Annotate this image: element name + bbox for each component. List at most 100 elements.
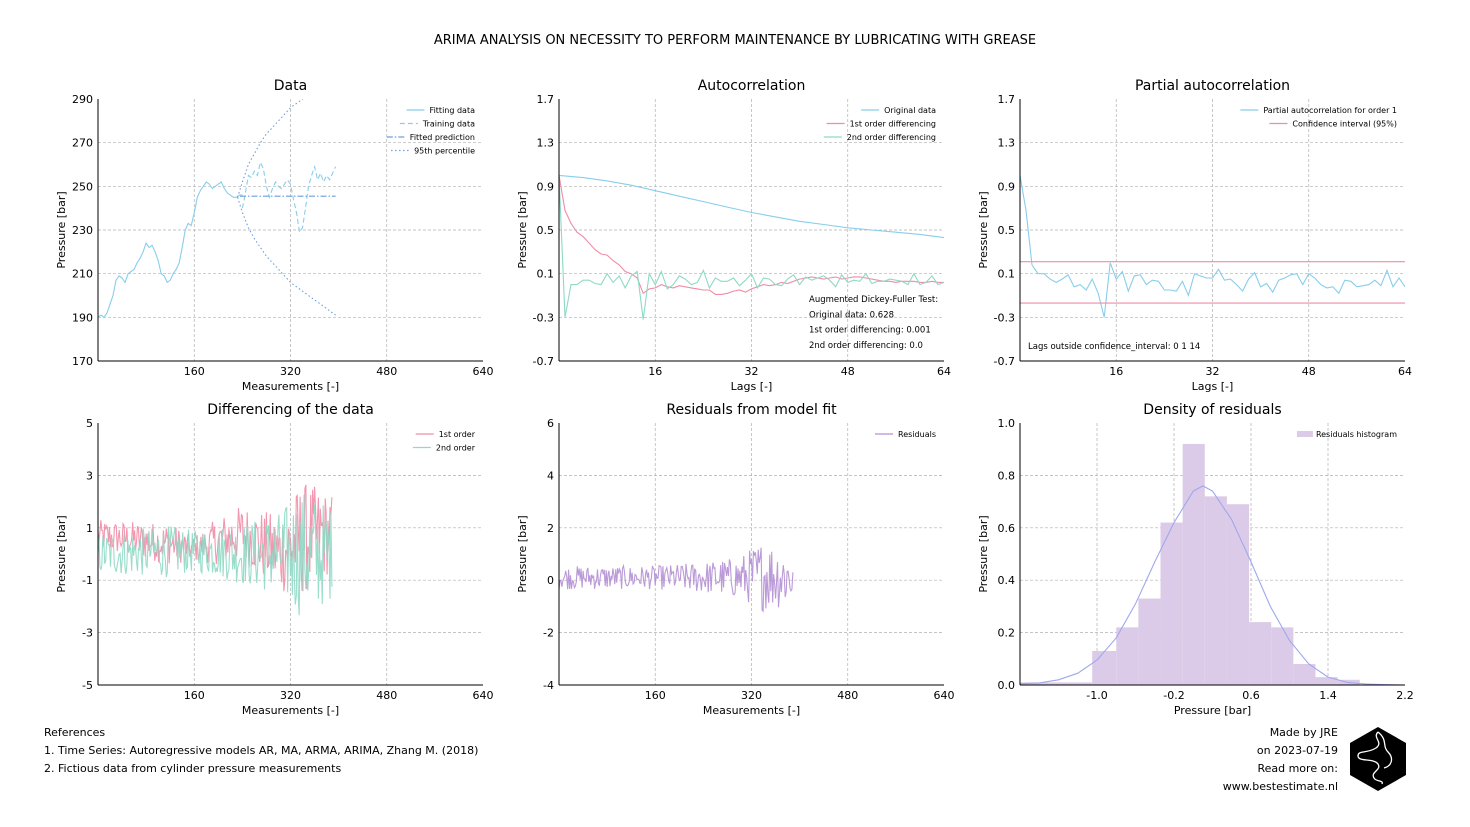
x-tick-label: 48 bbox=[1302, 365, 1316, 378]
chart-data-layer bbox=[559, 174, 944, 320]
chart-title: Density of residuals bbox=[1143, 402, 1281, 418]
series-line bbox=[241, 160, 337, 234]
y-tick-label: 2 bbox=[547, 522, 554, 535]
chart-annotation: Original data: 0.628 bbox=[809, 310, 894, 320]
y-axis-label: Pressure [bar] bbox=[55, 515, 68, 592]
chart-data-layer bbox=[1020, 443, 1405, 685]
y-tick-label: 0.2 bbox=[998, 627, 1016, 640]
y-tick-label: -0.7 bbox=[533, 355, 554, 368]
y-tick-label: -4 bbox=[543, 679, 554, 692]
legend-label: 1st order differencing bbox=[850, 120, 936, 129]
chart-panel: 16 32 48 64 -0.7 -0.3 0.1 0.5 0.9 1.3 1.7 Partial a… bbox=[977, 78, 1412, 393]
y-axis-label: Pressure [bar] bbox=[977, 515, 990, 592]
credits-date: on 2023-07-19 bbox=[1256, 744, 1338, 757]
chart-legend: Residuals bbox=[875, 430, 936, 439]
y-tick-label: 0.5 bbox=[537, 224, 555, 237]
series-line bbox=[237, 99, 304, 198]
y-tick-label: 170 bbox=[72, 355, 93, 368]
x-tick-label: 32 bbox=[745, 365, 759, 378]
legend-label: Residuals bbox=[898, 430, 936, 439]
chart-data-layer bbox=[559, 547, 794, 613]
histogram-bar bbox=[1293, 664, 1316, 685]
reference-item: 1. Time Series: Autoregressive models AR… bbox=[44, 744, 479, 757]
legend-label: Partial autocorrelation for order 1 bbox=[1263, 106, 1397, 115]
x-axis-label: Measurements [-] bbox=[242, 380, 339, 393]
x-tick-label: 48 bbox=[841, 365, 855, 378]
legend-label: 95th percentile bbox=[414, 147, 475, 156]
series-line bbox=[98, 494, 333, 616]
chart-grid bbox=[98, 99, 483, 361]
x-tick-label: 160 bbox=[184, 689, 205, 702]
x-axis-label: Lags [-] bbox=[1192, 380, 1234, 393]
chart-annotation: Augmented Dickey-Fuller Test: bbox=[809, 295, 938, 305]
y-tick-label: 1 bbox=[86, 522, 93, 535]
credits-author: Made by JRE bbox=[1269, 726, 1338, 739]
chart-title: Partial autocorrelation bbox=[1135, 78, 1290, 94]
x-tick-label: 64 bbox=[1398, 365, 1412, 378]
x-tick-label: 640 bbox=[473, 689, 494, 702]
x-tick-label: 480 bbox=[837, 689, 858, 702]
figure-title: ARIMA ANALYSIS ON NECESSITY TO PERFORM M… bbox=[433, 33, 1037, 48]
chart-data-layer bbox=[1020, 175, 1405, 318]
y-axis-label: Pressure [bar] bbox=[977, 191, 990, 268]
y-tick-label: 190 bbox=[72, 311, 93, 324]
y-tick-label: -0.3 bbox=[533, 311, 554, 324]
histogram-bar bbox=[1020, 682, 1049, 685]
histogram-bar bbox=[1315, 677, 1338, 685]
chart-title: Differencing of the data bbox=[207, 402, 374, 418]
y-tick-label: 0.1 bbox=[998, 268, 1016, 281]
y-tick-label: 1.7 bbox=[537, 93, 555, 106]
references-heading: References bbox=[44, 726, 106, 739]
histogram-bar bbox=[1271, 627, 1294, 685]
y-tick-label: 270 bbox=[72, 137, 93, 150]
y-tick-label: 0.5 bbox=[998, 224, 1016, 237]
y-tick-label: 0.4 bbox=[998, 574, 1016, 587]
series-line bbox=[559, 174, 944, 239]
histogram-bar bbox=[1182, 443, 1205, 685]
y-tick-label: 250 bbox=[72, 180, 93, 193]
y-tick-label: -5 bbox=[82, 679, 93, 692]
x-tick-label: 320 bbox=[280, 689, 301, 702]
y-tick-label: 0.6 bbox=[998, 522, 1016, 535]
y-tick-label: -2 bbox=[543, 627, 554, 640]
y-tick-label: 0.8 bbox=[998, 469, 1016, 482]
credits-website: www.bestestimate.nl bbox=[1222, 780, 1338, 793]
x-tick-label: 2.2 bbox=[1396, 689, 1414, 702]
chart-grid bbox=[1020, 99, 1405, 361]
y-tick-label: 4 bbox=[547, 469, 554, 482]
chart-panel: 160 320 480 640 -5 -3 -1 1 3 5 Differencing of the… bbox=[55, 402, 494, 717]
histogram-bar bbox=[1226, 504, 1250, 685]
y-tick-label: 0.9 bbox=[537, 180, 555, 193]
x-tick-label: 480 bbox=[376, 689, 397, 702]
legend-label: 2nd order differencing bbox=[847, 133, 936, 142]
legend-label: Confidence interval (95%) bbox=[1292, 120, 1397, 129]
y-tick-label: 6 bbox=[547, 417, 554, 430]
chart-annotation: 1st order differencing: 0.001 bbox=[809, 326, 931, 336]
chart-title: Residuals from model fit bbox=[666, 402, 837, 418]
chart-legend: 1st order 2nd order bbox=[412, 430, 476, 453]
legend-label: Original data bbox=[884, 106, 936, 115]
legend-label: Fitting data bbox=[430, 106, 476, 115]
reference-item: 2. Fictious data from cylinder pressure … bbox=[44, 762, 342, 775]
y-tick-label: 210 bbox=[72, 268, 93, 281]
histogram-bar bbox=[1160, 522, 1183, 685]
histogram-bar bbox=[1204, 496, 1227, 685]
chart-legend: Partial autocorrelation for order 1 Confi… bbox=[1240, 106, 1397, 129]
series-line-lower bbox=[237, 197, 336, 316]
x-tick-label: 160 bbox=[184, 365, 205, 378]
chart-panel: 160 320 480 640 -4 -2 0 2 4 6 Residuals from model… bbox=[516, 402, 955, 717]
credits-read-more: Read more on: bbox=[1257, 762, 1338, 775]
x-tick-label: 640 bbox=[934, 689, 955, 702]
legend-swatch bbox=[1296, 431, 1313, 437]
x-axis-label: Measurements [-] bbox=[242, 704, 339, 717]
y-tick-label: 0 bbox=[547, 574, 554, 587]
legend-label: 1st order bbox=[439, 430, 476, 439]
histogram-bar bbox=[1048, 682, 1069, 685]
chart-grid bbox=[559, 99, 944, 361]
y-tick-label: 230 bbox=[72, 224, 93, 237]
y-tick-label: 3 bbox=[86, 469, 93, 482]
x-tick-label: 16 bbox=[648, 365, 662, 378]
x-tick-label: 16 bbox=[1109, 365, 1123, 378]
